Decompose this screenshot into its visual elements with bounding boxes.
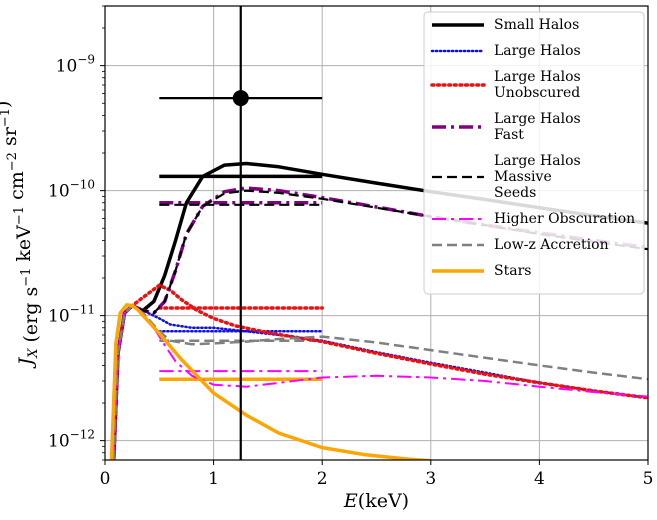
low-z-accretion-legend-label: Low-z Accretion xyxy=(494,237,609,253)
legend-entry-higher-obscuration: Higher Obscuration xyxy=(432,211,635,227)
y-tick-label: 10−9 xyxy=(56,53,95,77)
x-tick-label: 4 xyxy=(534,469,545,489)
data-point-marker xyxy=(232,90,249,107)
legend-entry-large-halos-fast: Large Halos Fast xyxy=(432,111,581,143)
large-halos-legend-label: Large Halos xyxy=(494,43,581,59)
x-tick-label: 2 xyxy=(317,469,328,489)
legend-entry-large-halos: Large Halos xyxy=(430,43,581,59)
legend-box xyxy=(423,11,645,295)
y-tick-label: 10−10 xyxy=(48,178,95,202)
x-axis-title: E(keV) xyxy=(343,490,409,512)
legend-entry-stars: Stars xyxy=(432,263,531,279)
x-tick-label: 3 xyxy=(425,469,436,489)
stars-legend-label: Stars xyxy=(494,263,531,279)
y-tick-label: 10−11 xyxy=(48,303,95,327)
large-halos-fast-legend-label: Large Halos Fast xyxy=(494,111,581,143)
stars-curve xyxy=(109,303,431,460)
x-tick-label: 5 xyxy=(643,469,654,489)
x-tick-label: 1 xyxy=(208,469,219,489)
plot-frame xyxy=(104,5,649,461)
large-halos-unobscured-legend-label: Large Halos Unobscured xyxy=(494,69,581,101)
y-axis-label: JX (erg s−1 keV−1 cm−2 sr−1) xyxy=(0,101,42,370)
x-axis-ticks: 0 1 2 3 4 5 xyxy=(100,460,654,489)
y-axis-ticks: 10−12 10−11 10−10 10−9 xyxy=(48,5,105,461)
higher-obscuration-legend-label: Higher Obscuration xyxy=(494,211,635,227)
large-halos-massive-seeds-legend-label: Large Halos Massive Seeds xyxy=(494,153,581,201)
small-halos-legend-label: Small Halos xyxy=(494,17,579,33)
x-axis-label: E(keV) xyxy=(343,490,409,512)
data-point xyxy=(159,6,323,460)
y-axis-title: JX (erg s−1 keV−1 cm−2 sr−1) xyxy=(0,101,42,370)
higher-obscuration-curve xyxy=(112,304,648,460)
legend: Small Halos Large Halos Large Halos Unobscu… xyxy=(423,11,645,295)
legend-entry-large-halos-massive-seeds: Large Halos Massive Seeds xyxy=(432,153,581,201)
x-tick-label: 0 xyxy=(100,469,111,489)
legend-entry-small-halos: Small Halos xyxy=(432,17,579,33)
legend-entry-low-z-accretion: Low-z Accretion xyxy=(432,237,609,253)
legend-entry-large-halos-unobscured: Large Halos Unobscured xyxy=(430,69,581,101)
large-halos-curve xyxy=(112,304,648,460)
y-tick-label: 10−12 xyxy=(48,428,95,452)
